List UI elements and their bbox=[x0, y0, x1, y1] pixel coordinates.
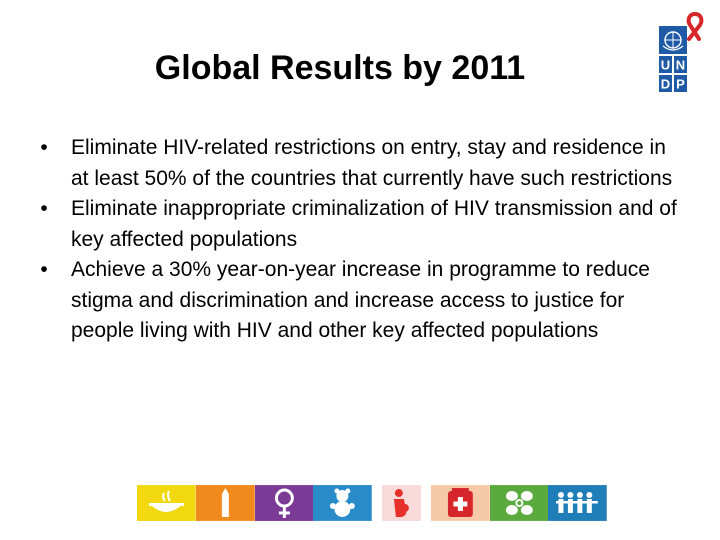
bullet-text: Eliminate HIV-related restrictions on en… bbox=[71, 136, 673, 190]
logo-letter-n: N bbox=[676, 58, 685, 73]
bullet-list: • Eliminate HIV-related restrictions on … bbox=[34, 133, 684, 347]
bullet-item-1: • Eliminate HIV-related restrictions on … bbox=[34, 133, 684, 194]
slide-title: Global Results by 2011 bbox=[154, 49, 526, 87]
education-icon bbox=[195, 485, 255, 521]
un-emblem-icon bbox=[662, 31, 684, 51]
hiv-malaria-icon bbox=[430, 485, 490, 521]
undp-logo: U N D P bbox=[655, 12, 713, 94]
environment-icon bbox=[489, 485, 549, 521]
bullet-marker: • bbox=[40, 258, 48, 281]
gender-equality-icon bbox=[254, 485, 314, 521]
bullet-item-3: • Achieve a 30% year-on-year increase in… bbox=[34, 255, 684, 347]
child-health-icon bbox=[313, 485, 372, 521]
bullet-text: Eliminate inappropriate criminalization … bbox=[71, 197, 677, 251]
logo-letter-u: U bbox=[661, 58, 670, 73]
mdg-icon-strip bbox=[137, 485, 607, 521]
partnership-icon bbox=[548, 485, 607, 521]
bullet-text: Achieve a 30% year-on-year increase in p… bbox=[71, 258, 650, 342]
bullet-marker: • bbox=[40, 197, 48, 220]
logo-letter-d: D bbox=[661, 77, 670, 92]
logo-letter-p: P bbox=[676, 77, 685, 92]
red-ribbon-icon bbox=[686, 12, 704, 41]
poverty-hunger-icon bbox=[137, 485, 196, 521]
maternal-health-icon bbox=[372, 485, 431, 521]
bullet-item-2: • Eliminate inappropriate criminalizatio… bbox=[34, 194, 684, 255]
bullet-marker: • bbox=[40, 136, 48, 159]
